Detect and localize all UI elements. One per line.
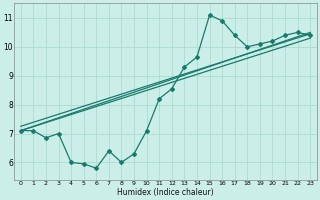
X-axis label: Humidex (Indice chaleur): Humidex (Indice chaleur) — [117, 188, 214, 197]
